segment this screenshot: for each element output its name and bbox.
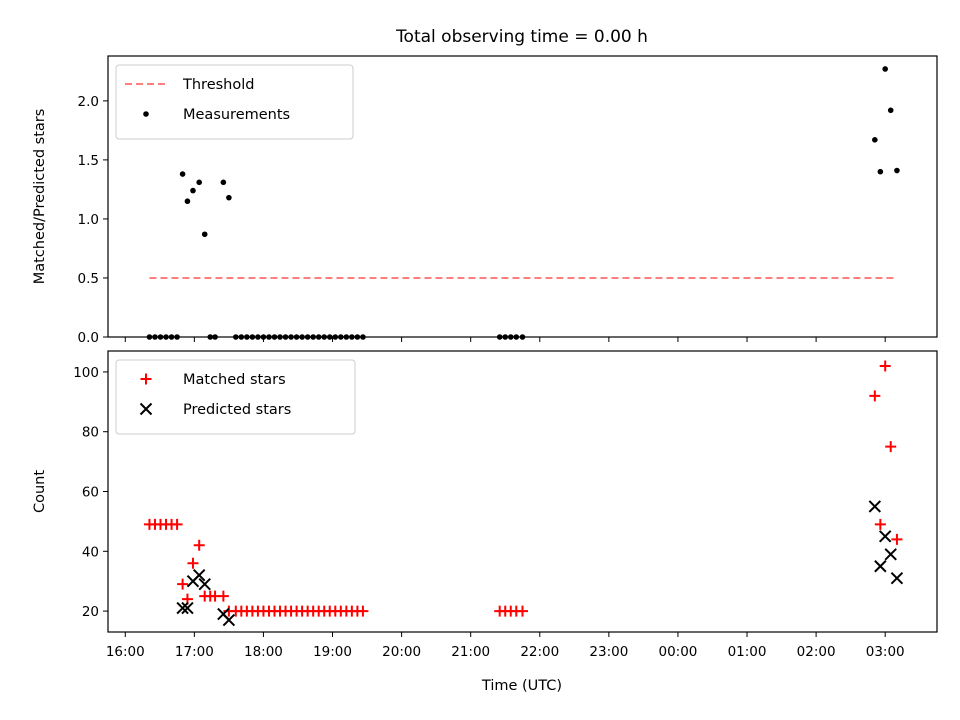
matched-star-point: [891, 533, 903, 545]
matched-star-point: [171, 518, 183, 530]
legend-label: Matched stars: [183, 372, 286, 388]
bottom-y-tick-label: 40: [82, 544, 99, 560]
x-tick-label: 01:00: [728, 644, 767, 660]
measurement-point: [184, 198, 191, 205]
matched-star-point: [357, 605, 369, 617]
x-tick-label: 22:00: [520, 644, 559, 660]
predicted-star-point: [181, 601, 194, 615]
matched-star-point: [879, 360, 891, 372]
predicted-star-point: [176, 601, 189, 615]
predicted-star-point: [874, 560, 887, 573]
predicted-star-point: [192, 568, 206, 582]
bottom-y-tick-label: 20: [82, 604, 99, 620]
legend-matched-swatch: [140, 373, 152, 385]
bottom-y-tick-label: 80: [82, 425, 99, 441]
top-y-tick-label: 0.5: [78, 271, 99, 287]
measurement-point: [887, 107, 894, 114]
measurement-point: [894, 167, 900, 174]
x-tick-label: 03:00: [866, 644, 905, 660]
top-axes-frame: [107, 55, 938, 338]
measurement-point: [201, 231, 208, 238]
matched-star-point: [869, 390, 881, 402]
bottom-legend: Matched stars Predicted stars: [115, 359, 356, 435]
predicted-star-point: [222, 613, 236, 627]
matched-star-point: [517, 605, 528, 617]
legend-frame: [115, 359, 356, 435]
measurement-point: [872, 137, 878, 143]
x-tick-label: 17:00: [175, 644, 214, 660]
legend-label: Threshold: [182, 77, 254, 93]
measurement-point: [190, 187, 196, 194]
predicted-star-point: [890, 571, 904, 585]
matched-star-point: [193, 539, 205, 551]
legend-measurements-swatch: [143, 111, 149, 117]
bottom-panel: 20 40 60 80 100 16:00 17:00 18:00 19:00 20:00 21:0…: [32, 350, 938, 660]
measurement-point: [882, 66, 888, 72]
chart-title: Total observing time = 0.00 h: [395, 27, 648, 47]
x-tick-label: 16:00: [106, 644, 145, 660]
measurement-point: [226, 194, 232, 201]
top-panel: 0.0 0.5 1.0 1.5 2.0 Matched/Predicted stars Th…: [32, 55, 938, 346]
x-tick-label: 02:00: [797, 644, 836, 660]
predicted-star-point: [878, 530, 892, 543]
x-tick-label: 20:00: [382, 644, 421, 660]
top-y-axis-label: Matched/Predicted stars: [32, 109, 48, 285]
x-tick-label: 00:00: [658, 644, 697, 660]
top-y-tick-label: 0.0: [78, 330, 99, 346]
top-legend: Threshold Measurements: [115, 64, 354, 140]
x-tick-label: 23:00: [589, 644, 628, 660]
legend-predicted-swatch: [139, 402, 153, 416]
top-y-tick-label: 2.0: [78, 94, 99, 110]
measurement-point: [196, 179, 202, 186]
matched-star-point: [885, 441, 897, 453]
matched-star-point: [874, 518, 886, 530]
bottom-axes-frame: [107, 350, 938, 633]
measurement-point: [179, 171, 186, 177]
matched-star-point: [187, 557, 199, 569]
bottom-y-tick-label: 60: [82, 485, 99, 501]
x-tick-label: 19:00: [313, 644, 352, 660]
predicted-stars-series: [176, 500, 904, 627]
matched-star-point: [217, 590, 229, 602]
top-y-tick-label: 1.5: [78, 153, 99, 169]
x-tick-label: 21:00: [451, 644, 490, 660]
predicted-star-point: [884, 548, 897, 561]
bottom-y-axis-label: Count: [32, 470, 48, 513]
predicted-star-point: [198, 577, 211, 591]
legend-label: Measurements: [183, 107, 290, 123]
legend-frame: [115, 64, 354, 140]
bottom-y-tick-label: 100: [73, 365, 99, 381]
x-axis-label: Time (UTC): [481, 678, 562, 694]
predicted-star-point: [868, 500, 882, 513]
matched-star-point: [177, 578, 189, 590]
measurements-series: [146, 66, 900, 340]
top-y-tick-label: 1.0: [78, 212, 99, 228]
x-tick-label: 18:00: [244, 644, 283, 660]
measurement-point: [877, 168, 884, 175]
legend-label: Predicted stars: [183, 402, 291, 418]
measurement-point: [220, 179, 227, 186]
